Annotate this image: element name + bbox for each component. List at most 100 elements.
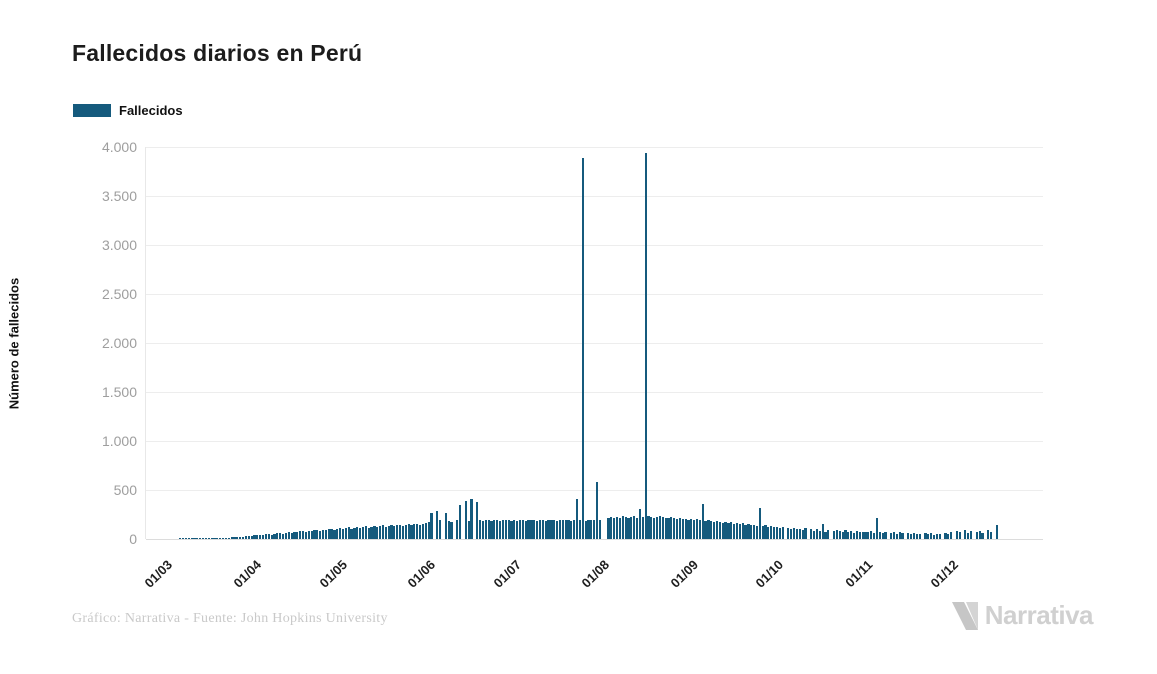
bar[interactable] — [244, 536, 248, 539]
bar[interactable] — [301, 530, 305, 539]
bar[interactable] — [678, 518, 681, 539]
bar[interactable] — [938, 533, 941, 539]
bar[interactable] — [690, 519, 693, 539]
bar[interactable] — [787, 528, 790, 539]
bar[interactable] — [213, 537, 216, 539]
bar[interactable] — [930, 532, 933, 539]
bar[interactable] — [741, 523, 744, 539]
bar[interactable] — [804, 528, 807, 539]
bar[interactable] — [832, 530, 836, 539]
bar[interactable] — [667, 518, 670, 539]
bar[interactable] — [970, 530, 973, 539]
bar[interactable] — [207, 538, 210, 539]
bar[interactable] — [915, 533, 918, 539]
bar[interactable] — [978, 530, 981, 539]
bar[interactable] — [384, 526, 387, 539]
bar[interactable] — [695, 518, 699, 539]
bar[interactable] — [230, 537, 233, 539]
bar[interactable] — [236, 537, 239, 539]
bar[interactable] — [284, 532, 287, 539]
bar[interactable] — [379, 526, 382, 539]
bar[interactable] — [598, 520, 602, 539]
bar[interactable] — [701, 504, 704, 539]
bar[interactable] — [872, 532, 876, 539]
bar[interactable] — [264, 534, 267, 539]
bar[interactable] — [747, 524, 750, 539]
bar[interactable] — [524, 520, 527, 539]
bar[interactable] — [864, 531, 867, 539]
bar[interactable] — [721, 522, 724, 539]
bar[interactable] — [935, 533, 938, 539]
bar[interactable] — [715, 520, 719, 539]
bar[interactable] — [270, 534, 273, 539]
bar[interactable] — [210, 538, 213, 539]
bar[interactable] — [761, 526, 764, 539]
bar[interactable] — [407, 524, 410, 539]
bar[interactable] — [476, 501, 479, 539]
bar[interactable] — [653, 517, 656, 539]
bar[interactable] — [487, 520, 490, 539]
bar[interactable] — [944, 532, 947, 539]
bar[interactable] — [536, 520, 539, 539]
bar[interactable] — [553, 520, 556, 539]
bar[interactable] — [359, 528, 362, 539]
bar[interactable] — [618, 518, 622, 539]
bar[interactable] — [321, 529, 325, 539]
bar[interactable] — [767, 526, 770, 539]
bar[interactable] — [538, 520, 542, 539]
bar[interactable] — [744, 524, 747, 539]
bar[interactable] — [513, 520, 516, 539]
bar[interactable] — [596, 481, 599, 539]
bar[interactable] — [356, 526, 359, 539]
bar[interactable] — [319, 530, 322, 539]
bar[interactable] — [835, 529, 838, 539]
bar[interactable] — [533, 519, 536, 539]
bar[interactable] — [421, 523, 425, 539]
bar[interactable] — [456, 519, 459, 539]
bar[interactable] — [444, 513, 447, 539]
bar[interactable] — [530, 520, 533, 539]
bar[interactable] — [647, 516, 650, 539]
bar[interactable] — [627, 517, 630, 539]
bar[interactable] — [658, 516, 661, 539]
bar[interactable] — [307, 530, 310, 539]
bar[interactable] — [698, 520, 701, 539]
bar[interactable] — [430, 512, 433, 539]
bar[interactable] — [330, 529, 333, 539]
bar[interactable] — [250, 535, 253, 539]
bar[interactable] — [296, 532, 299, 539]
bar[interactable] — [438, 520, 442, 539]
bar[interactable] — [510, 520, 513, 539]
bar[interactable] — [755, 525, 759, 539]
bar[interactable] — [253, 535, 256, 539]
bar[interactable] — [484, 519, 487, 539]
bar[interactable] — [447, 520, 450, 539]
bar[interactable] — [578, 520, 582, 539]
bar[interactable] — [907, 532, 910, 539]
bar[interactable] — [558, 520, 562, 539]
bar[interactable] — [573, 519, 576, 539]
bar[interactable] — [196, 538, 199, 539]
bar[interactable] — [795, 529, 799, 539]
bar[interactable] — [204, 538, 208, 539]
bar[interactable] — [607, 518, 610, 539]
bar[interactable] — [381, 525, 385, 539]
bar[interactable] — [567, 520, 570, 539]
bar[interactable] — [299, 531, 302, 539]
bar[interactable] — [187, 538, 190, 539]
bar[interactable] — [547, 520, 550, 539]
bar[interactable] — [227, 537, 230, 539]
bar[interactable] — [838, 530, 841, 539]
bar[interactable] — [521, 520, 524, 539]
bar[interactable] — [638, 509, 642, 539]
bar[interactable] — [718, 522, 721, 539]
bar[interactable] — [892, 531, 896, 539]
bar[interactable] — [496, 520, 499, 539]
bar[interactable] — [544, 520, 547, 539]
bar[interactable] — [841, 531, 844, 539]
bar[interactable] — [436, 511, 439, 539]
bar[interactable] — [490, 520, 493, 539]
bar[interactable] — [313, 530, 316, 539]
bar[interactable] — [898, 531, 901, 539]
bar[interactable] — [327, 529, 330, 539]
